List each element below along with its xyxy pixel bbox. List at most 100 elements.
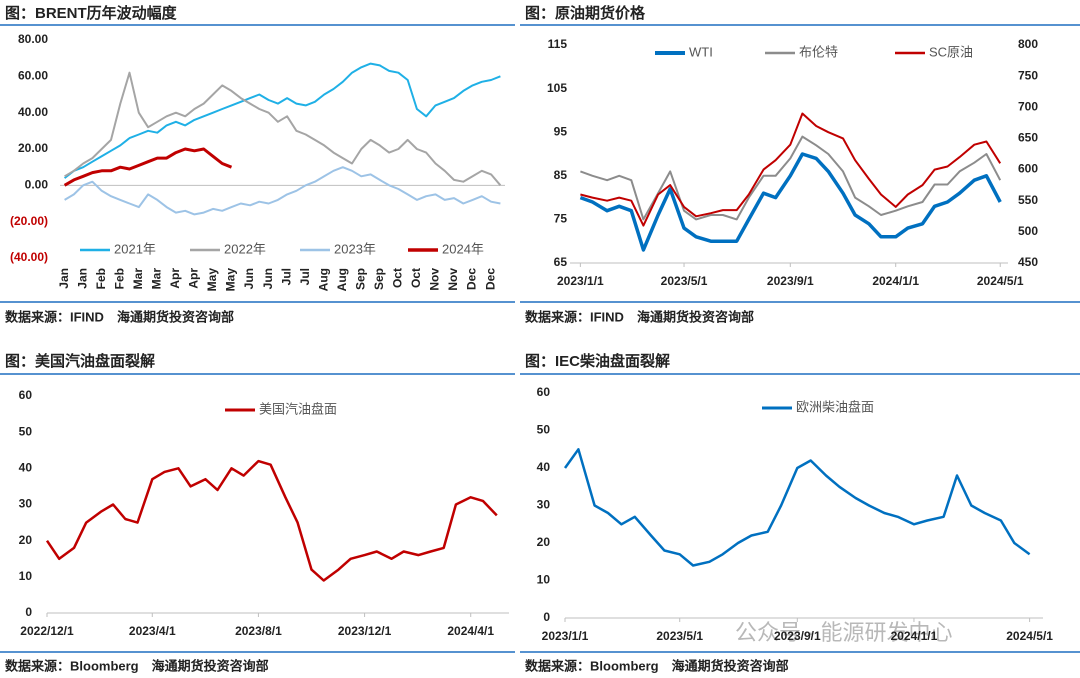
series-line (580, 112, 1002, 227)
y-tick-label: 85 (554, 168, 568, 182)
source-note: 数据来源：Bloomberg 海通期货投资咨询部 (5, 658, 269, 673)
y-tick-label: 20 (19, 533, 33, 547)
x-tick-label: 2024/5/1 (1006, 629, 1053, 643)
y-tick-label: 50 (537, 423, 551, 437)
x-tick-label: Oct (409, 268, 423, 288)
x-tick-label: Dec (483, 268, 497, 290)
legend-label: 欧洲柴油盘面 (796, 399, 874, 414)
y-tick-label: 60 (19, 388, 33, 402)
series-line (63, 62, 501, 179)
series-line (63, 147, 233, 187)
x-tick-label: Mar (150, 268, 164, 290)
x-tick-label: Nov (428, 268, 442, 291)
series-line (64, 71, 502, 186)
x-tick-label: Jan (57, 268, 71, 289)
x-tick-label: Apr (168, 268, 182, 289)
y-tick-label: 115 (548, 37, 568, 51)
y-tick-label: 20.00 (18, 141, 48, 155)
y-tick-label: 50 (19, 424, 33, 438)
x-tick-label: Sep (353, 268, 367, 290)
x-tick-label: Jul (279, 268, 293, 285)
chart-title: 图：BRENT历年波动幅度 (5, 4, 178, 22)
watermark: 公众号 · 能源研发中心 (735, 620, 953, 645)
x-tick-label: 2023/9/1 (774, 629, 821, 643)
source-note: 数据来源：Bloomberg 海通期货投资咨询部 (525, 658, 789, 673)
x-tick-label: 2023/12/1 (338, 624, 392, 638)
x-tick-label: Apr (187, 268, 201, 289)
x-tick-label: 2024/5/1 (977, 274, 1024, 288)
y-tick-label: 30 (537, 498, 551, 512)
legend-label: 美国汽油盘面 (259, 401, 337, 416)
x-tick-label: May (224, 268, 238, 292)
legend-label: 2022年 (224, 241, 266, 256)
y-tick-label: 0 (543, 610, 550, 624)
y-tick-label: 10 (19, 569, 33, 583)
y-tick-label: 20 (537, 535, 551, 549)
x-tick-label: May (205, 268, 219, 292)
x-tick-label: Jun (261, 268, 275, 289)
chart-title: 图：原油期货价格 (525, 4, 646, 22)
y2-tick-label: 500 (1018, 224, 1038, 238)
y-tick-label: 80.00 (18, 32, 48, 46)
series-line (579, 152, 1002, 252)
x-tick-label: Feb (94, 268, 108, 289)
x-tick-label: Aug (335, 268, 349, 291)
y-tick-label: 65 (554, 255, 568, 269)
x-tick-label: Feb (112, 268, 126, 289)
series-line (45, 459, 498, 582)
chart-title: 图：美国汽油盘面裂解 (5, 352, 155, 370)
x-tick-label: 2023/1/1 (542, 629, 589, 643)
y-tick-label: 0.00 (25, 178, 49, 192)
y2-tick-label: 700 (1018, 99, 1038, 113)
y-tick-label: 40 (537, 460, 551, 474)
chart-title: 图：IEC柴油盘面裂解 (525, 352, 670, 370)
series-line (563, 448, 1031, 567)
x-tick-label: 2022/12/1 (20, 624, 74, 638)
x-tick-label: Oct (391, 268, 405, 288)
legend-label: SC原油 (929, 44, 973, 59)
x-tick-label: Sep (372, 268, 386, 290)
x-tick-label: 2023/1/1 (557, 274, 604, 288)
source-note: 数据来源：IFIND 海通期货投资咨询部 (525, 309, 754, 324)
y2-tick-label: 450 (1018, 255, 1038, 269)
x-tick-label: Mar (131, 268, 145, 290)
y-tick-label: 60 (537, 385, 551, 399)
y2-tick-label: 650 (1018, 131, 1038, 145)
source-note: 数据来源：IFIND 海通期货投资咨询部 (5, 309, 234, 324)
x-tick-label: Jan (75, 268, 89, 289)
x-tick-label: Jun (242, 268, 256, 289)
x-tick-label: Aug (316, 268, 330, 291)
y-tick-label: 75 (554, 212, 568, 226)
x-tick-label: 2024/1/1 (872, 274, 919, 288)
y-tick-label: 40 (19, 461, 33, 475)
x-tick-label: 2024/1/1 (891, 629, 938, 643)
series-line (64, 166, 501, 216)
y2-tick-label: 750 (1018, 68, 1038, 82)
legend-label: 2024年 (442, 241, 484, 256)
legend-label: 2021年 (114, 241, 156, 256)
legend-label: 布伦特 (799, 44, 838, 59)
y2-tick-label: 550 (1018, 193, 1038, 207)
y-tick-label: 10 (537, 573, 551, 587)
x-tick-label: 2023/8/1 (235, 624, 282, 638)
x-tick-label: 2024/4/1 (447, 624, 494, 638)
x-tick-label: 2023/4/1 (129, 624, 176, 638)
y2-tick-label: 800 (1018, 37, 1038, 51)
series-line (580, 135, 1002, 221)
y-tick-label: (40.00) (10, 250, 48, 264)
x-tick-label: 2023/5/1 (656, 629, 703, 643)
x-tick-label: Nov (446, 268, 460, 291)
y-tick-label: 95 (554, 124, 568, 138)
x-tick-label: Dec (465, 268, 479, 290)
y-tick-label: 0 (25, 605, 32, 619)
y-tick-label: 60.00 (18, 69, 48, 83)
legend-label: 2023年 (334, 241, 376, 256)
y-tick-label: 40.00 (18, 105, 48, 119)
y-tick-label: 105 (547, 81, 567, 95)
x-tick-label: Jul (298, 268, 312, 285)
y-tick-label: (20.00) (10, 214, 48, 228)
x-tick-label: 2023/5/1 (661, 274, 708, 288)
y-tick-label: 30 (19, 497, 33, 511)
y2-tick-label: 600 (1018, 162, 1038, 176)
